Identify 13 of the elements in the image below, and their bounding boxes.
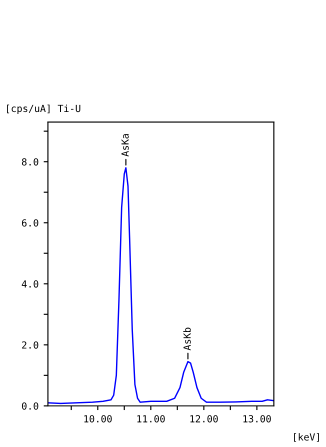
y-tick-label: 4.0 — [22, 280, 38, 288]
x-tick-label: 11.00 — [137, 415, 165, 422]
annotation: AsKa — [122, 134, 129, 157]
y-tick-label: 2.0 — [22, 341, 38, 349]
y-tick-label: 8.0 — [22, 158, 38, 166]
annotation: AsKb — [183, 328, 191, 350]
x-tick-label: 10.00 — [84, 415, 112, 422]
x-tick-label: 13.00 — [243, 415, 271, 422]
x-tick-label: 12.00 — [190, 415, 218, 422]
x-axis-title: [keV] — [294, 433, 319, 442]
y-tick-label: 0.0 — [22, 402, 38, 410]
y-tick-label: 6.0 — [22, 219, 38, 227]
y-axis-title: [cps/uA] Ti-U — [7, 104, 80, 114]
